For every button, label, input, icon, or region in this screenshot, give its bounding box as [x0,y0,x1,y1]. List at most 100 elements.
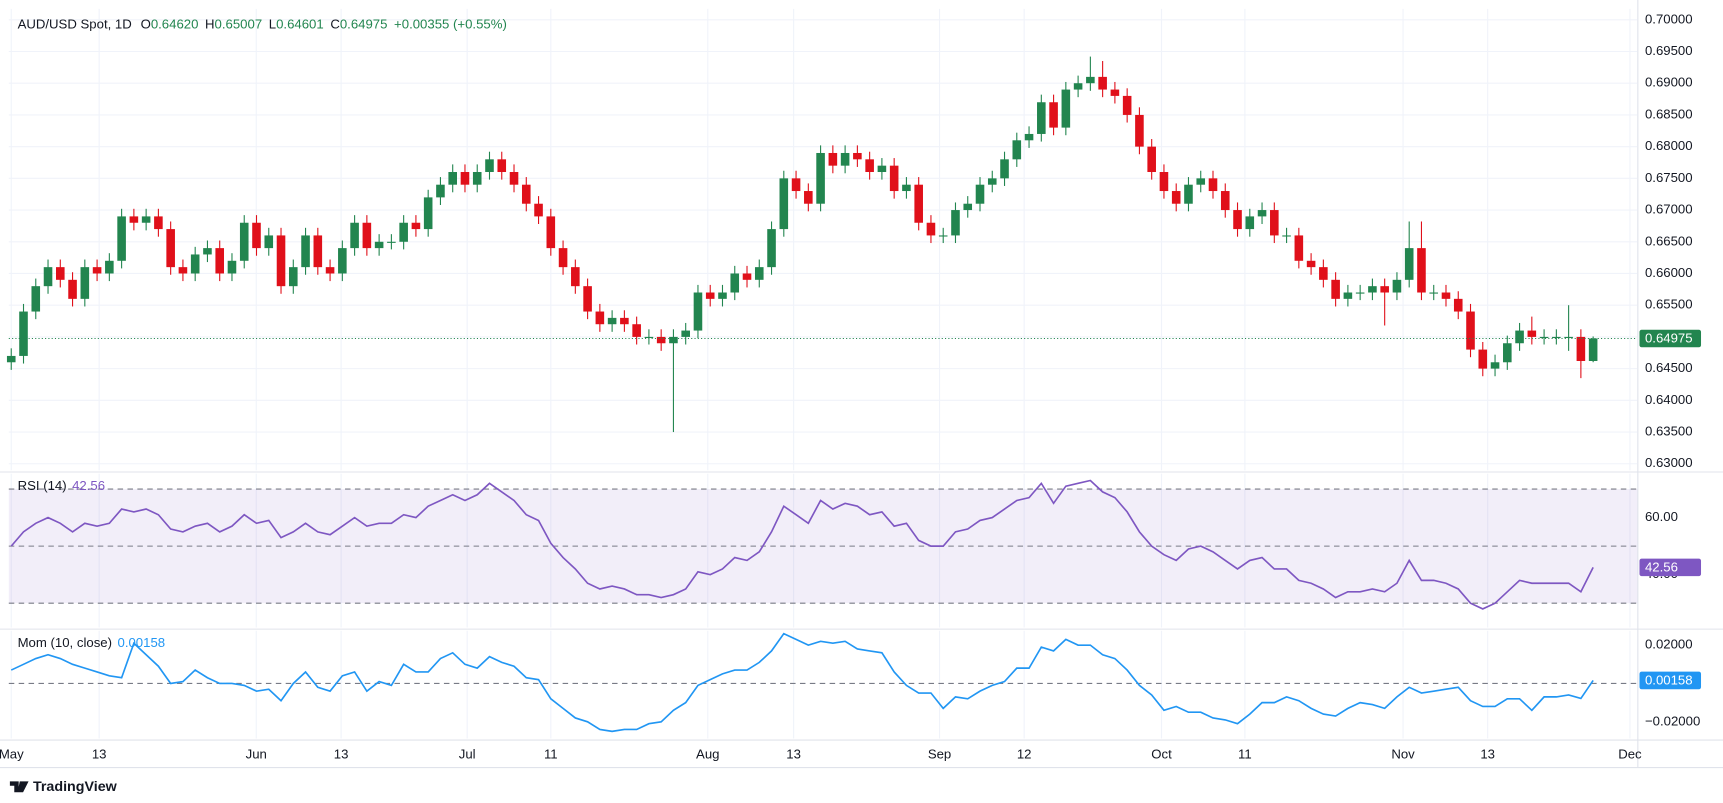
candle-body [448,172,457,185]
y-tick-label: −0.02000 [1645,713,1700,728]
candle-body [301,235,310,268]
legend-value: 0.64601 [276,17,324,32]
candle-body [338,248,347,274]
candle-body [1049,102,1058,128]
candle-body [239,222,249,261]
candle-body [485,159,494,173]
candle-body [816,152,825,204]
y-tick-label: 0.66000 [1645,265,1693,280]
candle-body [804,191,813,204]
candle-body [276,235,286,287]
legend-value: 0.64620 [151,17,199,32]
candle-body [681,330,690,337]
candle-body [436,184,445,198]
last-value-label: 0.64975 [1645,331,1693,346]
candle-body [1429,292,1439,294]
candle-body [534,203,543,217]
candle-body [1294,235,1304,261]
candle-body [350,222,359,249]
candle-body [1086,76,1095,84]
y-tick-label: 0.65500 [1645,297,1693,312]
candle-body [546,216,556,249]
x-tick-label: Jun [246,746,267,761]
candle-body [963,203,973,211]
candle-body [607,317,617,325]
candle-body [1417,248,1426,293]
legend-change: +0.00355 (+0.55%) [394,17,507,32]
legend-key: O [141,17,151,32]
candle-body [129,216,139,223]
candle-body [1196,178,1206,185]
last-value-badge [1639,329,1702,348]
candles [6,56,1598,433]
candle-body [705,292,715,299]
candle-body [43,267,53,287]
candle-body [1184,184,1193,204]
y-tick-label: 0.02000 [1645,637,1693,652]
candle-body [399,222,408,242]
candle-body [1380,286,1389,293]
candle-body [1490,362,1500,369]
y-tick-label: 0.64500 [1645,360,1693,375]
legend-key: L [269,17,276,32]
candle-body [583,286,592,312]
y-tick-label: 0.69000 [1645,75,1693,90]
candle-body [31,286,41,312]
candle-body [669,336,678,344]
y-tick-label: 0.63500 [1645,424,1693,439]
candle-body [362,222,372,249]
last-value-badge [1639,671,1702,690]
candle-body [423,197,433,230]
candle-body [730,273,740,293]
chart-legend: AUD/USD Spot, 1D O0.64620 H0.65007 L0.64601… [18,17,507,32]
y-tick-label: 0.66500 [1645,233,1693,248]
candle-body [767,229,776,268]
candle-body [718,292,727,299]
footer-brand: TradingView [33,779,118,795]
legend-key: C [330,17,340,32]
y-tick-label: 0.67000 [1645,202,1693,217]
candle-body [1098,76,1107,90]
indicator-line [10,632,1594,733]
candle-body [656,336,666,344]
candle-body [1208,178,1218,192]
candle-body [1171,191,1181,204]
candle-body [521,184,531,204]
candle-body [620,317,629,325]
x-tick-label: 13 [1480,746,1495,761]
candle-body [1257,210,1267,217]
candle-body [154,216,163,230]
candle-body [1527,330,1537,337]
y-tick-label: 60.00 [1645,509,1678,524]
x-tick-label: Nov [1391,746,1415,761]
candle-body [828,152,838,166]
candle-body [117,216,126,261]
candle-body [1478,349,1488,369]
legend-value: 0.64975 [340,17,388,32]
candle-body [1135,114,1144,147]
candle-body [791,178,801,192]
candle-body [1220,191,1230,211]
candle-body [877,165,887,173]
candle-body [313,235,323,268]
x-tick-label: Jul [459,746,476,761]
candle-body [632,324,641,337]
candle-body [938,235,948,237]
candle-body [1515,330,1524,344]
x-tick-label: 11 [544,746,558,761]
candle-body [1564,336,1573,339]
x-tick-label: Dec [1618,746,1642,761]
y-tick-label: 0.68500 [1645,106,1693,121]
y-tick-label: 0.63000 [1645,455,1693,470]
candle-body [840,152,850,166]
candle-body [1368,286,1377,293]
x-tick-label: Sep [928,746,951,761]
indicator-title: Mom (10, close) [18,635,112,650]
candle-body [1073,83,1083,90]
candle-body [1539,336,1549,339]
candle-body [215,248,225,274]
y-tick-label: 0.69500 [1645,43,1693,58]
candle-body [975,184,985,204]
candle-body [325,267,335,274]
x-tick-label: 13 [92,746,107,761]
